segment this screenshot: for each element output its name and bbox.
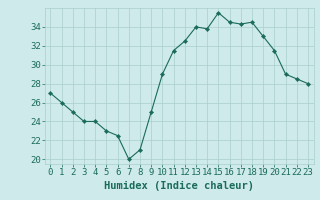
X-axis label: Humidex (Indice chaleur): Humidex (Indice chaleur)	[104, 181, 254, 191]
